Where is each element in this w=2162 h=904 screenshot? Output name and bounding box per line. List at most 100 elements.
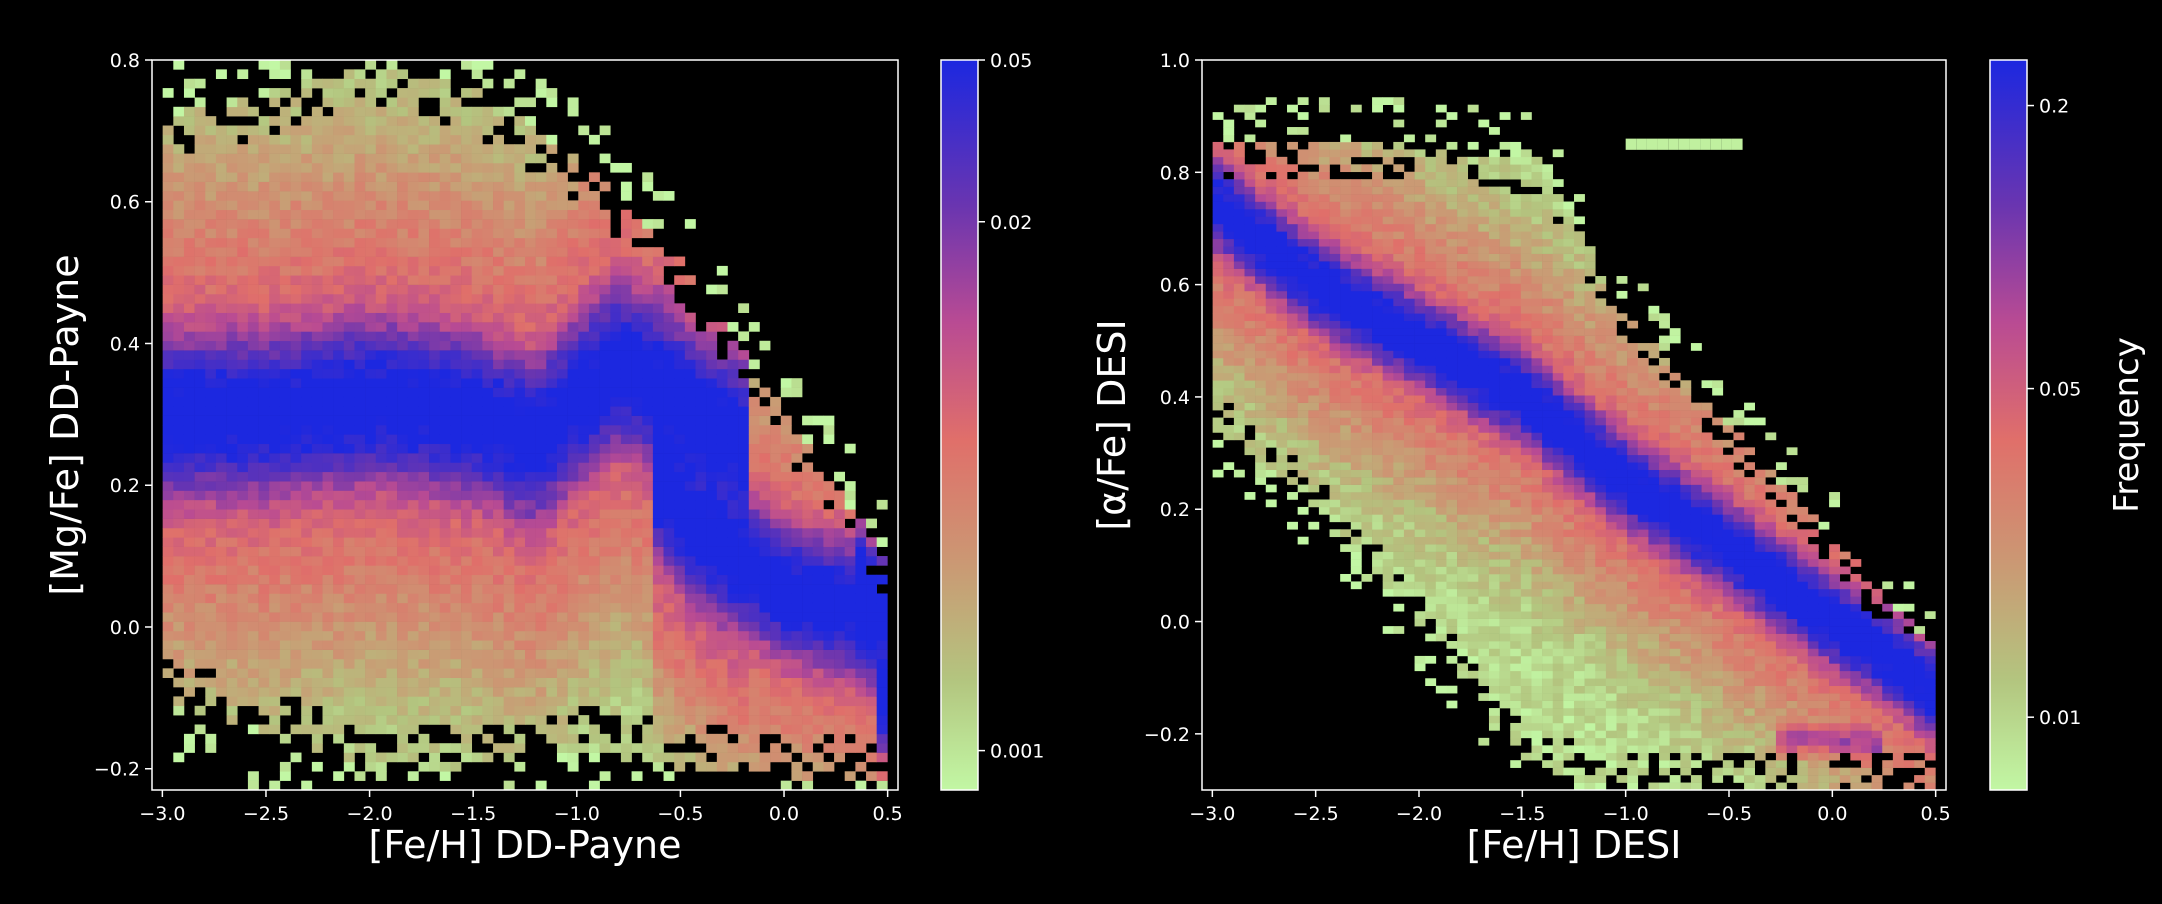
heatmap-cell [1276,462,1288,470]
heatmap-cell [237,696,249,707]
heatmap-cell [791,668,803,678]
heatmap-cell [610,668,622,678]
heatmap-cell [738,537,750,547]
heatmap-cell [1244,112,1256,120]
heatmap-cell [205,743,217,753]
heatmap-cell [311,228,323,239]
heatmap-cell [684,406,696,416]
heatmap-cell [525,181,536,192]
heatmap-cell [269,434,281,445]
heatmap-cell [354,181,366,192]
heatmap-cell [695,677,707,688]
heatmap-cell [567,331,579,342]
heatmap-cell [311,106,323,117]
heatmap-cell [407,687,419,697]
heatmap-cell [194,415,206,426]
heatmap-cell [535,509,547,519]
heatmap-cell [226,527,238,538]
heatmap-cell [588,527,600,538]
heatmap-cell [780,733,792,744]
heatmap-cell [1212,343,1224,351]
heatmap-cell [386,350,398,360]
heatmap-cell [599,387,611,398]
heatmap-cell [279,658,291,669]
heatmap-cell [407,434,419,445]
heatmap-cell [759,612,771,622]
heatmap-cell [1255,313,1267,322]
heatmap-cell [1414,521,1426,530]
heatmap-cell [471,88,483,98]
heatmap-cell [183,359,195,370]
heatmap-cell [471,209,483,220]
heatmap-cell [162,518,174,529]
heatmap-cell [215,499,227,510]
heatmap-cell [1382,201,1394,210]
heatmap-cell [535,200,547,211]
heatmap-cell [525,696,536,707]
heatmap-cell [429,425,441,435]
heatmap-cell [759,490,771,501]
heatmap-cell [183,668,195,678]
heatmap-cell [173,312,185,323]
heatmap-cell [1403,544,1415,552]
heatmap-cell [482,256,494,267]
heatmap-cell [1308,186,1320,195]
heatmap-cell [588,612,600,622]
heatmap-cell [514,743,526,753]
heatmap-cell [663,612,675,622]
heatmap-cell [354,219,366,229]
heatmap-cell [471,153,483,164]
heatmap-cell [727,602,739,613]
heatmap-cell [588,322,600,332]
heatmap-cell [237,209,249,220]
heatmap-cell [759,715,771,725]
heatmap-cell [237,125,249,136]
heatmap-cell [1329,432,1341,441]
heatmap-cell [354,574,366,585]
heatmap-cell [194,153,206,164]
heatmap-cell [354,125,366,136]
heatmap-cell [599,556,611,566]
heatmap-cell [1350,395,1362,403]
heatmap-cell [610,406,622,416]
heatmap-cell [684,368,696,379]
heatmap-cell [844,630,856,641]
heatmap-cell [1287,290,1298,299]
heatmap-cell [610,396,622,407]
heatmap-cell [610,602,622,613]
heatmap-cell [567,368,579,379]
heatmap-cell [1223,238,1235,247]
heatmap-cell [684,350,696,360]
heatmap-cell [1308,276,1320,284]
heatmap-cell [471,415,483,426]
heatmap-cell [322,687,334,697]
heatmap-cell [503,172,515,182]
heatmap-cell [482,191,494,201]
heatmap-cell [1340,335,1352,344]
heatmap-cell [556,621,568,632]
heatmap-cell [429,462,441,473]
heatmap-cell [514,331,526,342]
heatmap-cell [578,715,590,725]
heatmap-cell [674,677,686,688]
heatmap-cell [301,322,313,332]
heatmap-cell [279,425,291,435]
heatmap-cell [1403,521,1415,530]
heatmap-cell [620,406,632,416]
heatmap-cell [727,527,739,538]
heatmap-cell [375,415,387,426]
heatmap-cell [823,705,835,716]
heatmap-cell [684,219,696,229]
y-tick-label: 0.6 [110,192,140,214]
heatmap-cell [567,509,579,519]
heatmap-cell [578,546,590,557]
heatmap-cell [1223,156,1235,165]
heatmap-cell [1287,395,1298,403]
heatmap-cell [183,116,195,126]
heatmap-cell [343,574,355,585]
heatmap-cell [535,668,547,678]
heatmap-cell [663,331,675,342]
heatmap-cell [343,752,355,763]
heatmap-cell [812,761,824,772]
heatmap-cell [642,696,654,707]
